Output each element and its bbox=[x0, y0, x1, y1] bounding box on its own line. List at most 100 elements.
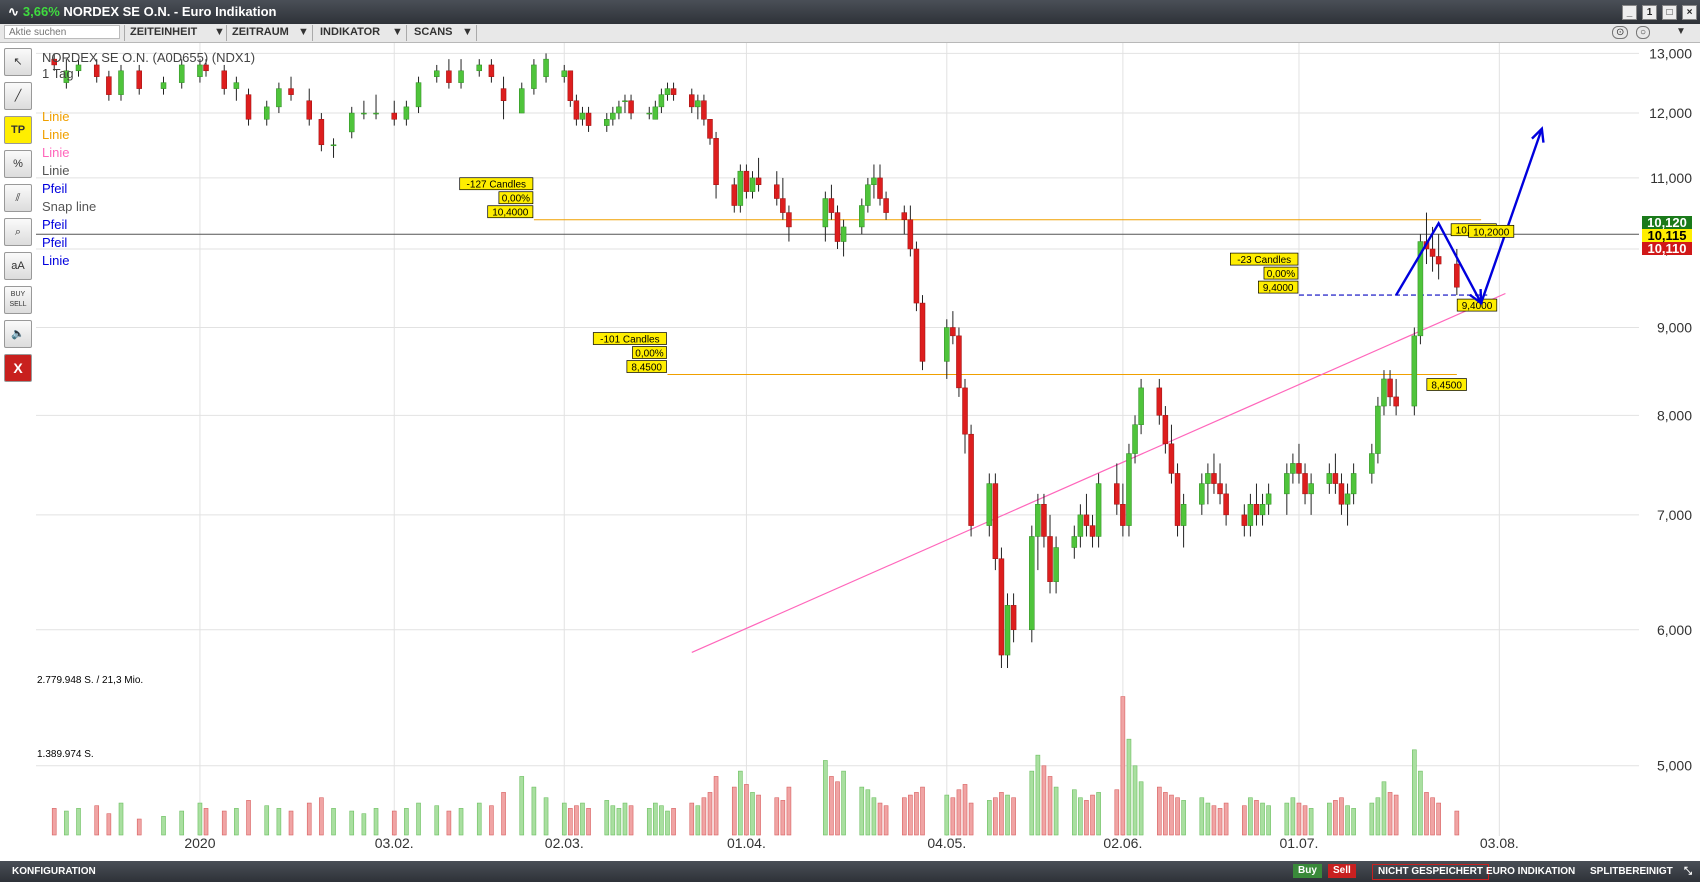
volume-bar bbox=[118, 802, 124, 836]
volume-bar bbox=[203, 808, 209, 836]
volume-bar bbox=[1078, 797, 1083, 836]
chevron-down-icon[interactable]: ▼ bbox=[392, 26, 403, 38]
x-tick-label: 04.05. bbox=[927, 835, 966, 851]
delete-button[interactable]: X bbox=[4, 354, 32, 382]
candle-body bbox=[883, 198, 889, 213]
magnifier-icon[interactable]: ⌕ bbox=[4, 218, 32, 246]
tp-button[interactable]: TP bbox=[4, 116, 32, 144]
candle-body bbox=[1004, 605, 1011, 656]
candle-body bbox=[403, 106, 410, 120]
window-1-icon[interactable]: 1 bbox=[1642, 5, 1657, 20]
legend-item[interactable]: Linie bbox=[42, 253, 70, 268]
cursor-icon[interactable]: ↖ bbox=[4, 48, 32, 76]
candle-body bbox=[1411, 335, 1418, 407]
candle-body bbox=[998, 558, 1005, 656]
menu-indikator[interactable]: INDIKATOR bbox=[320, 26, 381, 38]
volume-bar bbox=[1138, 781, 1144, 836]
minimize-icon[interactable]: _ bbox=[1622, 5, 1637, 20]
volume-bar bbox=[914, 792, 919, 836]
candle-body bbox=[476, 64, 483, 72]
y-tick-label: 6,000 bbox=[1657, 622, 1692, 638]
volume-bar bbox=[221, 810, 227, 836]
close-icon[interactable]: × bbox=[1682, 5, 1697, 20]
text-tool-button[interactable]: aA bbox=[4, 252, 32, 280]
volume-bar bbox=[659, 805, 664, 836]
maximize-icon[interactable]: □ bbox=[1662, 5, 1677, 20]
candle-body bbox=[1369, 453, 1375, 474]
volume-bar bbox=[744, 784, 749, 836]
legend-item[interactable]: Pfeil bbox=[42, 181, 68, 196]
candle-body bbox=[1041, 504, 1047, 537]
volume-bar bbox=[1199, 797, 1205, 836]
chevron-down-icon[interactable]: ▼ bbox=[298, 26, 309, 38]
volume-bar bbox=[1157, 786, 1162, 836]
chart-area bbox=[36, 42, 1639, 860]
arrow-line bbox=[1479, 128, 1543, 304]
speaker-icon[interactable]: 🔈 bbox=[4, 320, 32, 348]
candle-body bbox=[543, 58, 549, 77]
buy-sell-button[interactable]: BUY SELL bbox=[4, 286, 32, 314]
legend-item[interactable]: Snap line bbox=[42, 199, 97, 214]
resize-icon[interactable]: ⤡ bbox=[1684, 866, 1692, 877]
buy-button[interactable]: Buy bbox=[1293, 864, 1322, 878]
volume-bar bbox=[841, 770, 846, 836]
settings-toggle-icon[interactable]: ⊙ bbox=[1612, 26, 1629, 39]
candle-body bbox=[500, 88, 507, 101]
value-label-box bbox=[487, 205, 534, 219]
legend-item[interactable]: Linie bbox=[42, 109, 70, 124]
candle-body bbox=[1138, 387, 1144, 425]
candle-body bbox=[567, 70, 574, 101]
menu-zeiteinheit[interactable]: ZEITEINHEIT bbox=[130, 26, 198, 38]
candle-body bbox=[361, 112, 367, 115]
quote-type-button[interactable]: EURO INDIKATION bbox=[1486, 866, 1576, 877]
legend-item[interactable]: Linie bbox=[42, 145, 70, 160]
volume-bar bbox=[1248, 797, 1253, 836]
percent-button[interactable]: % bbox=[4, 150, 32, 178]
candle-body bbox=[616, 106, 622, 114]
value-label: -127 Candles bbox=[467, 180, 526, 191]
chevron-down-icon[interactable]: ▼ bbox=[1676, 26, 1686, 37]
volume-bar bbox=[1424, 792, 1429, 836]
volume-bar bbox=[179, 810, 185, 836]
y-tick-label: 12,000 bbox=[1649, 105, 1692, 121]
x-tick-label: 2020 bbox=[184, 835, 215, 851]
volume-bar bbox=[288, 810, 294, 836]
volume-bar bbox=[628, 805, 634, 836]
menu-scans[interactable]: SCANS bbox=[414, 26, 453, 38]
chevron-down-icon[interactable]: ▼ bbox=[462, 26, 473, 38]
parallel-lines-icon[interactable]: ⫽ bbox=[4, 184, 32, 212]
sell-button[interactable]: Sell bbox=[1328, 864, 1356, 878]
candle-body bbox=[743, 170, 750, 192]
candle-body bbox=[907, 219, 914, 250]
chevron-down-icon[interactable]: ▼ bbox=[214, 26, 225, 38]
y-axis: 13,00012,00011,00010,0009,0008,0007,0006… bbox=[1642, 45, 1692, 774]
candle-body bbox=[1241, 514, 1248, 526]
legend-item[interactable]: Pfeil bbox=[42, 217, 68, 232]
legend-item[interactable]: Pfeil bbox=[42, 235, 68, 250]
candle-body bbox=[51, 58, 57, 66]
value-label-box bbox=[1426, 378, 1467, 391]
chart-legend: NORDEX SE O.N. (A0D655) (NDX1) 1 Tag Lin… bbox=[42, 50, 255, 270]
candle-body bbox=[749, 177, 756, 192]
candle-body bbox=[446, 70, 452, 83]
candle-body bbox=[579, 112, 586, 120]
volume-bar bbox=[1454, 810, 1460, 836]
toggle-icon[interactable]: ○ bbox=[1636, 26, 1651, 39]
search-input[interactable] bbox=[4, 25, 120, 39]
adjust-button[interactable]: SPLITBEREINIGT bbox=[1590, 866, 1673, 877]
konfiguration-button[interactable]: KONFIGURATION bbox=[12, 866, 96, 877]
legend-item[interactable]: Linie bbox=[42, 127, 70, 142]
volume-bar bbox=[276, 808, 282, 836]
volume-bar bbox=[1035, 754, 1041, 836]
menu-zeitraum[interactable]: ZEITRAUM bbox=[232, 26, 289, 38]
candle-body bbox=[913, 248, 920, 304]
line-icon[interactable]: ╱ bbox=[4, 82, 32, 110]
save-status-button[interactable]: NICHT GESPEICHERT bbox=[1372, 864, 1490, 880]
volume-bar bbox=[865, 789, 871, 836]
chart-type-icon: ∿ bbox=[8, 4, 19, 19]
volume-bar bbox=[1005, 794, 1010, 836]
legend-item[interactable]: Linie bbox=[42, 163, 70, 178]
volume-bar bbox=[489, 805, 494, 836]
